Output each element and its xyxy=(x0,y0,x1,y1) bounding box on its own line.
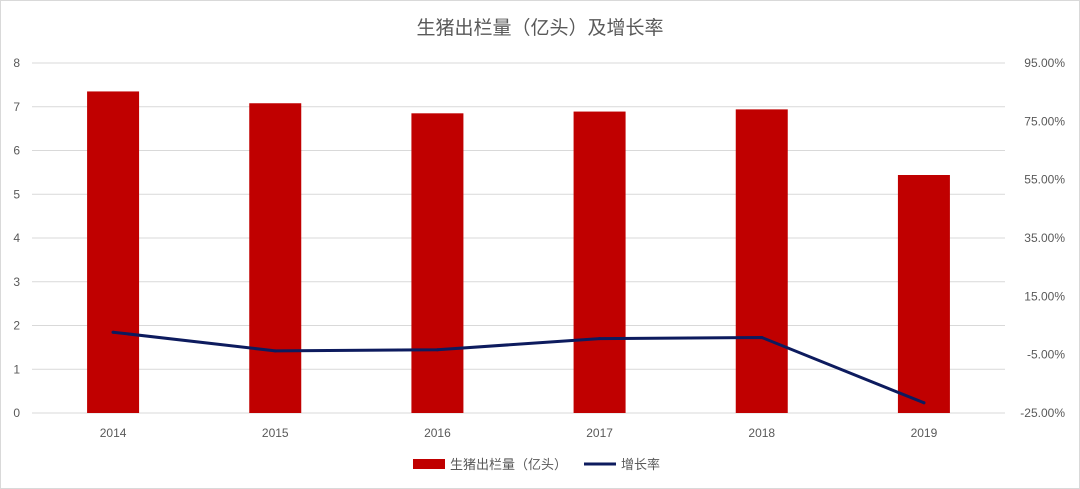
line-point xyxy=(273,349,277,353)
line-series xyxy=(111,330,926,405)
x-tick-label: 2018 xyxy=(748,426,775,440)
legend: 生猪出栏量（亿头） 增长率 xyxy=(413,457,660,473)
line-point xyxy=(598,337,602,341)
left-tick-label: 7 xyxy=(13,100,20,114)
left-tick-label: 0 xyxy=(13,406,20,420)
line-point xyxy=(922,401,926,405)
left-tick-label: 5 xyxy=(13,187,20,201)
right-tick-label: 75.00% xyxy=(1024,114,1065,128)
bar xyxy=(573,111,626,413)
right-tick-label: -5.00% xyxy=(1027,348,1065,362)
left-tick-label: 6 xyxy=(13,144,20,158)
legend-label-line: 增长率 xyxy=(621,457,660,473)
line-point xyxy=(435,348,439,352)
x-tick-label: 2019 xyxy=(911,426,938,440)
x-tick-label: 2014 xyxy=(100,426,127,440)
gridlines xyxy=(32,62,1005,414)
left-tick-label: 4 xyxy=(13,231,20,245)
legend-swatch-bar xyxy=(413,459,445,469)
x-tick-label: 2015 xyxy=(262,426,289,440)
line-point xyxy=(111,330,115,334)
x-axis: 2014 2015 2016 2017 2018 2019 xyxy=(100,426,938,440)
right-tick-label: 55.00% xyxy=(1024,173,1065,187)
right-axis: -25.00% -5.00% 15.00% 35.00% 55.00% 75.00% 95.… xyxy=(1020,56,1065,420)
right-tick-label: -25.00% xyxy=(1020,406,1065,420)
left-tick-label: 1 xyxy=(13,362,20,376)
line-point xyxy=(760,335,764,339)
bar xyxy=(897,175,950,413)
bar xyxy=(735,109,788,413)
bar-series xyxy=(87,91,950,413)
chart-title: 生猪出栏量（亿头）及增长率 xyxy=(416,17,663,39)
right-tick-label: 15.00% xyxy=(1024,289,1065,303)
bar xyxy=(87,91,140,413)
right-tick-label: 95.00% xyxy=(1024,56,1065,70)
x-tick-label: 2016 xyxy=(424,426,451,440)
legend-label-bar: 生猪出栏量（亿头） xyxy=(450,458,567,473)
x-tick-label: 2017 xyxy=(586,426,613,440)
left-tick-label: 3 xyxy=(13,275,20,289)
right-tick-label: 35.00% xyxy=(1024,231,1065,245)
bar xyxy=(249,103,302,413)
left-axis: 0 1 2 3 4 5 6 7 8 xyxy=(13,56,20,420)
left-tick-label: 8 xyxy=(13,56,20,70)
left-tick-label: 2 xyxy=(13,319,20,333)
growth-line xyxy=(111,330,926,405)
bar xyxy=(411,113,464,413)
